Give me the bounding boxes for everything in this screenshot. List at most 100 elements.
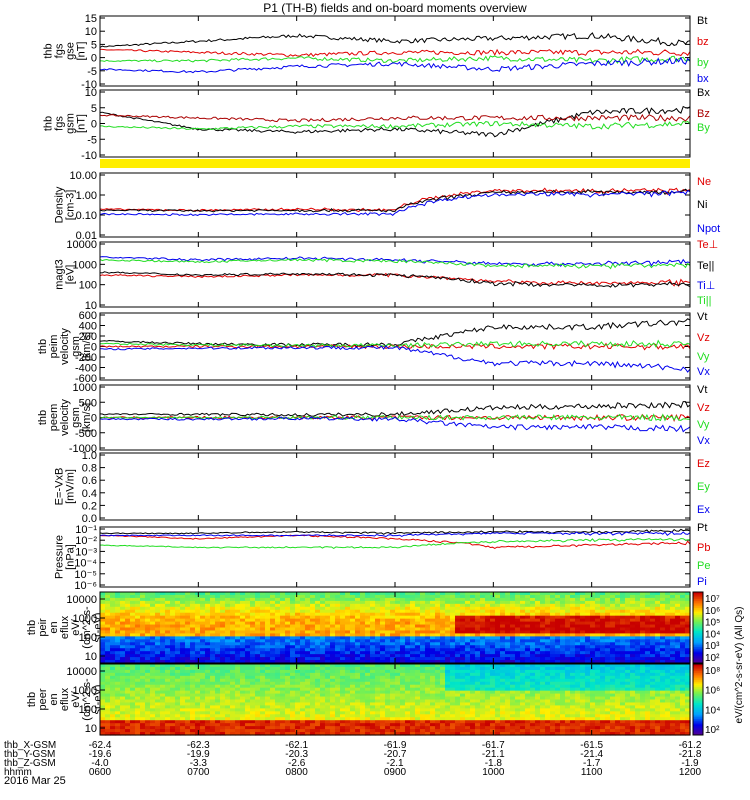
y-tick-label: 100 [79, 704, 97, 716]
y-axis-label: thbpeerenefluxeV/(cm^2-s-sr-eV) [26, 678, 104, 721]
y-tick-label: 10000 [66, 666, 97, 678]
y-tick-label: -200 [75, 352, 97, 364]
footer-value: -1.9 [681, 758, 699, 769]
y-tick-label: 15 [85, 13, 97, 25]
legend-label: Bz [697, 108, 710, 120]
legend-label: Te|| [697, 260, 714, 272]
legend-label: By [697, 122, 710, 134]
footer-value: -62.1 [285, 740, 308, 751]
series-line-bz [99, 48, 691, 58]
y-axis-label: thbfgsgse[nT] [43, 42, 88, 61]
y-tick-label: 5 [91, 39, 97, 51]
series-line-bx [99, 56, 691, 74]
y-tick-label: 1000 [73, 685, 97, 697]
legend-label: Bt [697, 15, 707, 27]
legend-label: by [697, 57, 709, 69]
footer-value: 0900 [384, 767, 407, 778]
footer-value: -62.4 [89, 740, 112, 751]
y-tick-label: 0.0 [82, 513, 97, 525]
legend-label: bz [697, 36, 709, 48]
legend-label: Ti⊥ [697, 280, 715, 292]
legend-label: Te⊥ [697, 239, 718, 251]
legend-label: bx [697, 73, 709, 85]
y-tick-label: -5 [87, 66, 97, 78]
y-tick-label: -500 [75, 428, 97, 440]
y-tick-label: 0.6 [82, 475, 97, 487]
y-tick-label: 0.01 [76, 230, 97, 242]
footer-value: -1.8 [485, 758, 503, 769]
footer-value: 1200 [679, 767, 702, 778]
legend-label: Vy [697, 351, 710, 363]
y-tick-label: 10 [85, 651, 97, 663]
y-tick-label: 10⁻³ [75, 546, 97, 558]
y-tick-label: 10⁻¹ [75, 524, 97, 536]
footer-value: -62.3 [187, 740, 210, 751]
y-tick-label: 10000 [66, 239, 97, 251]
y-tick-label: -5 [87, 134, 97, 146]
y-tick-label: 0.2 [82, 500, 97, 512]
y-tick-label: 1000 [73, 382, 97, 394]
colorbar-tick-label: 10⁷ [705, 594, 720, 605]
panel-frame [99, 89, 691, 158]
series-line-Pe [99, 538, 690, 549]
panel-4: magt3[eV] 10000 1000 100 10 Te⊥ Te|| Ti⊥ Ti|| [54, 239, 719, 312]
footer-value: 1000 [482, 767, 505, 778]
series-line-Pb [99, 534, 691, 549]
footer-value: -21.4 [580, 749, 603, 760]
footer-value: 1100 [581, 767, 603, 778]
figure-title: P1 (TH-B) fields and on-board moments ov… [263, 1, 527, 15]
legend-label: Vt [697, 311, 707, 323]
panel-frame [99, 452, 691, 521]
y-tick-label: -600 [75, 373, 97, 385]
legend-label: Vx [697, 435, 710, 447]
y-tick-label: 1000 [73, 613, 97, 625]
footer-value: 0600 [89, 767, 112, 778]
date-label: 2016 Mar 25 [4, 775, 66, 787]
colorbar-tick-label: 10⁴ [705, 705, 720, 716]
series-line-Ti|| [99, 258, 691, 270]
footer-value: -3.3 [190, 758, 208, 769]
legend-label: Pe [697, 560, 710, 572]
panel-2: thbfgsgsm[nT] 10 5 0 -5 -10 Bx Bz By [43, 87, 711, 162]
y-axis-label: E=-VxB[mV/m] [54, 468, 77, 506]
footer-value: -4.0 [91, 758, 109, 769]
legend-label: Pi [697, 576, 707, 588]
series-line-Vx [99, 416, 691, 433]
y-tick-label: 0 [91, 53, 97, 65]
y-axis-label: thbpeimvelocitygsm[km/s] [37, 328, 93, 365]
y-tick-label: 10⁻⁶ [74, 580, 97, 592]
y-tick-label: 1.0 [82, 450, 97, 462]
legend-label: Pb [697, 542, 710, 554]
legend-label: Ex [697, 504, 710, 516]
y-tick-label: 10⁻² [75, 535, 97, 547]
footer-value: -2.6 [288, 758, 306, 769]
colorbar-tick-label: 10⁶ [705, 606, 720, 617]
y-tick-label: 1.00 [76, 190, 97, 202]
panel-7: E=-VxB[mV/m] 1.00.80.60.40.20.0 Ez Ey Ex [54, 450, 711, 525]
legend-label: Ey [697, 481, 710, 493]
legend-label: Vz [697, 402, 710, 414]
footer-value: -61.7 [482, 740, 505, 751]
y-tick-label: 10⁻⁴ [74, 558, 97, 570]
footer-value: -1.7 [583, 758, 601, 769]
series-line-Bz [99, 113, 691, 123]
legend-label: Vx [697, 366, 710, 378]
y-tick-label: -400 [75, 363, 97, 375]
y-tick-label: 100 [79, 280, 97, 292]
legend-label: Vt [697, 384, 707, 396]
y-tick-label: 100 [79, 632, 97, 644]
series-line-Bt [99, 32, 691, 48]
footer-value: -61.9 [384, 740, 407, 751]
footer-value: -19.6 [89, 749, 112, 760]
y-tick-label: 0 [91, 413, 97, 425]
y-tick-label: 10.00 [69, 170, 97, 182]
series-line-Bx [99, 105, 691, 138]
series-line-Vt [99, 318, 691, 347]
y-tick-label: 0 [91, 342, 97, 354]
y-tick-label: 10 [85, 87, 97, 99]
y-tick-label: -1000 [69, 443, 97, 455]
series-line-by [100, 55, 691, 65]
